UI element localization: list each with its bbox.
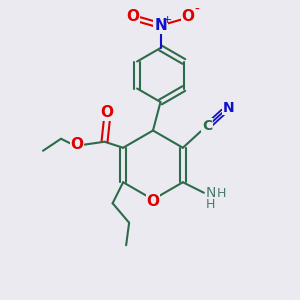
Text: N: N — [205, 186, 216, 200]
Text: O: O — [70, 136, 83, 152]
Text: -: - — [194, 3, 199, 17]
Text: O: O — [100, 105, 113, 120]
Text: N: N — [223, 100, 235, 115]
Text: +: + — [162, 15, 172, 26]
Text: N: N — [154, 18, 167, 33]
Text: H: H — [217, 187, 226, 200]
Text: H: H — [206, 198, 215, 211]
Text: C: C — [202, 119, 212, 133]
Text: O: O — [126, 9, 140, 24]
Text: O: O — [146, 194, 160, 209]
Text: O: O — [182, 9, 195, 24]
